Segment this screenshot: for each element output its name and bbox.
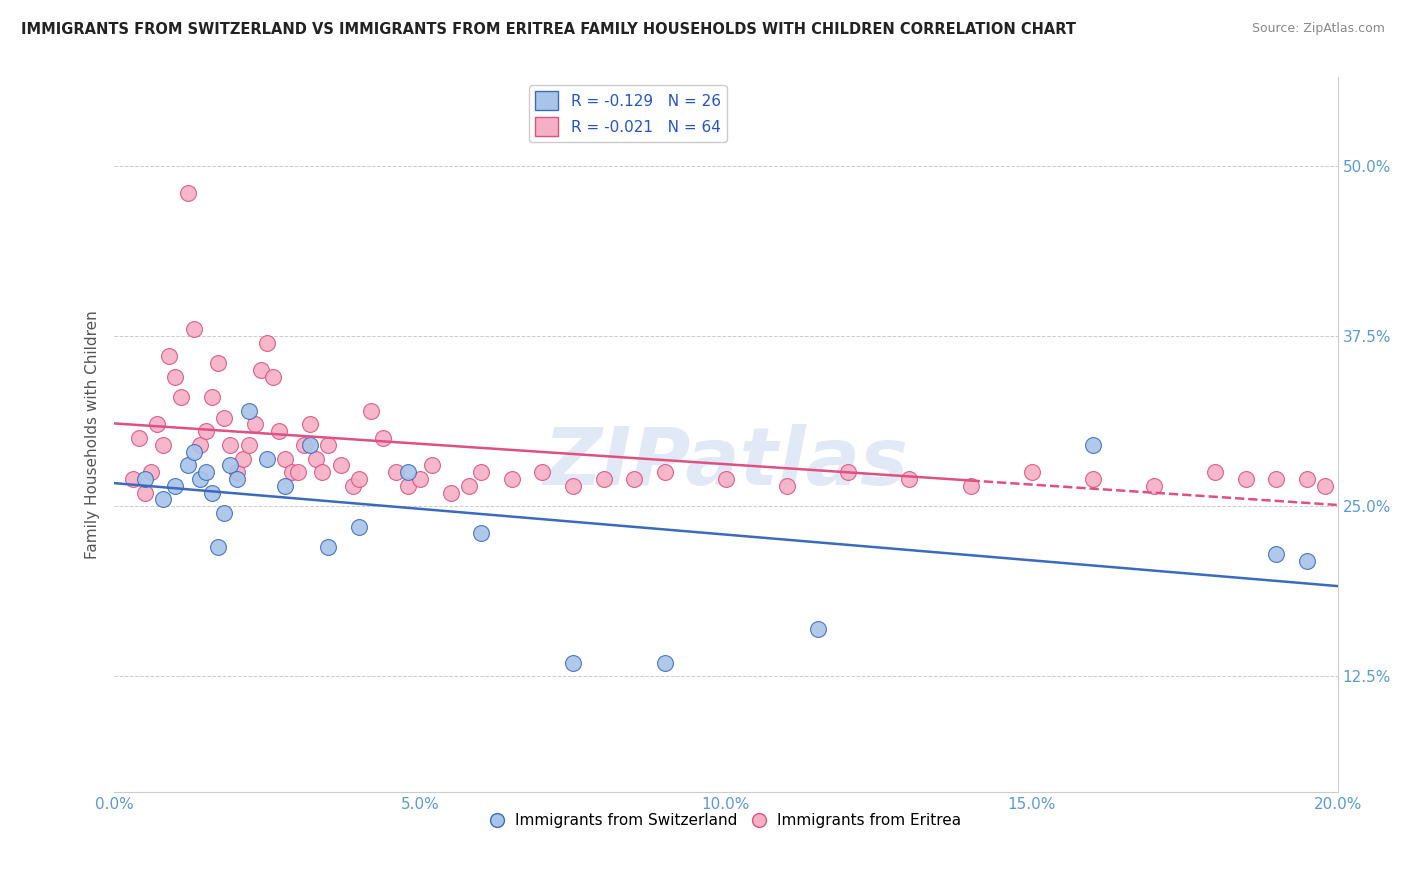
Point: [292, 438, 315, 452]
Point: [470, 526, 492, 541]
Point: [128, 431, 150, 445]
Point: [165, 369, 187, 384]
Point: [201, 485, 224, 500]
Point: [1021, 465, 1043, 479]
Y-axis label: Family Households with Children: Family Households with Children: [86, 310, 100, 559]
Point: [1081, 438, 1104, 452]
Point: [837, 465, 859, 479]
Point: [225, 465, 247, 479]
Point: [232, 451, 254, 466]
Point: [898, 472, 921, 486]
Point: [176, 458, 198, 473]
Point: [305, 451, 328, 466]
Point: [146, 417, 169, 432]
Text: ZIPatlas: ZIPatlas: [543, 425, 908, 502]
Point: [298, 438, 321, 452]
Point: [1234, 472, 1257, 486]
Point: [194, 425, 217, 439]
Point: [458, 479, 481, 493]
Point: [562, 479, 585, 493]
Point: [342, 479, 364, 493]
Point: [134, 472, 156, 486]
Point: [1265, 547, 1288, 561]
Point: [807, 622, 830, 636]
Point: [176, 186, 198, 201]
Point: [274, 479, 297, 493]
Point: [654, 656, 676, 670]
Point: [188, 472, 211, 486]
Point: [170, 390, 193, 404]
Point: [360, 404, 382, 418]
Point: [280, 465, 302, 479]
Point: [238, 404, 260, 418]
Point: [384, 465, 406, 479]
Point: [562, 656, 585, 670]
Point: [440, 485, 463, 500]
Point: [207, 540, 229, 554]
Point: [1143, 479, 1166, 493]
Point: [959, 479, 981, 493]
Point: [1315, 479, 1337, 493]
Point: [316, 438, 339, 452]
Point: [183, 444, 205, 458]
Point: [243, 417, 266, 432]
Point: [531, 465, 554, 479]
Point: [214, 506, 236, 520]
Point: [262, 369, 284, 384]
Point: [152, 438, 174, 452]
Point: [396, 465, 419, 479]
Point: [188, 438, 211, 452]
Point: [316, 540, 339, 554]
Point: [1296, 472, 1319, 486]
Point: [183, 322, 205, 336]
Point: [238, 438, 260, 452]
Point: [1081, 472, 1104, 486]
Point: [214, 410, 236, 425]
Point: [152, 492, 174, 507]
Point: [298, 417, 321, 432]
Point: [373, 431, 395, 445]
Point: [134, 485, 156, 500]
Point: [194, 465, 217, 479]
Point: [219, 438, 242, 452]
Point: [274, 451, 297, 466]
Point: [776, 479, 799, 493]
Point: [470, 465, 492, 479]
Point: [201, 390, 224, 404]
Point: [157, 350, 180, 364]
Text: Source: ZipAtlas.com: Source: ZipAtlas.com: [1251, 22, 1385, 36]
Point: [592, 472, 614, 486]
Point: [714, 472, 737, 486]
Point: [207, 356, 229, 370]
Point: [139, 465, 162, 479]
Point: [1296, 553, 1319, 567]
Point: [501, 472, 523, 486]
Point: [1265, 472, 1288, 486]
Point: [121, 472, 143, 486]
Point: [165, 479, 187, 493]
Point: [347, 519, 370, 533]
Point: [623, 472, 645, 486]
Legend: Immigrants from Switzerland, Immigrants from Eritrea: Immigrants from Switzerland, Immigrants …: [485, 807, 967, 834]
Point: [311, 465, 333, 479]
Point: [1204, 465, 1226, 479]
Point: [219, 458, 242, 473]
Point: [250, 363, 273, 377]
Point: [654, 465, 676, 479]
Point: [225, 472, 247, 486]
Text: IMMIGRANTS FROM SWITZERLAND VS IMMIGRANTS FROM ERITREA FAMILY HOUSEHOLDS WITH CH: IMMIGRANTS FROM SWITZERLAND VS IMMIGRANT…: [21, 22, 1076, 37]
Point: [287, 465, 309, 479]
Point: [396, 479, 419, 493]
Point: [256, 451, 278, 466]
Point: [420, 458, 443, 473]
Point: [347, 472, 370, 486]
Point: [329, 458, 352, 473]
Point: [269, 425, 291, 439]
Point: [409, 472, 432, 486]
Point: [256, 335, 278, 350]
